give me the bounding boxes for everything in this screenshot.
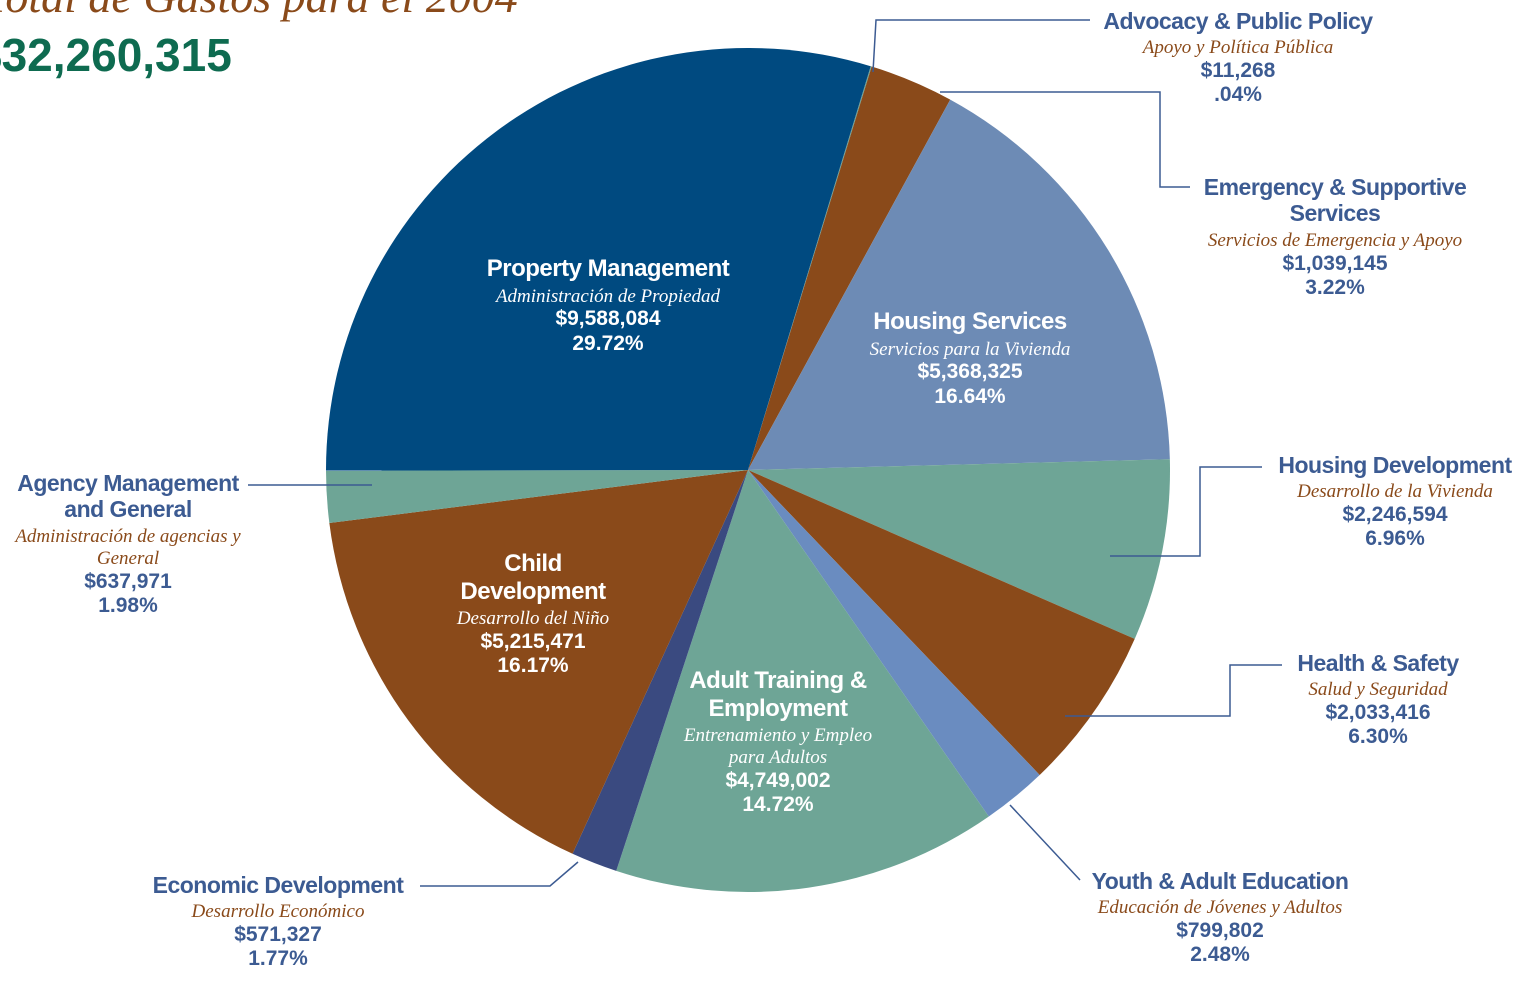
- slice-label: Housing Development Desarrollo de la Vivi…: [1255, 452, 1534, 552]
- category-subtitle: Desarrollo de la Vivienda: [1297, 481, 1493, 503]
- percent-label: 16.64%: [934, 384, 1006, 408]
- pie-slice: [748, 99, 1170, 471]
- amount-label: $799,802: [1176, 919, 1264, 943]
- chart-total: $32,260,315: [0, 29, 232, 81]
- pie-slice: [748, 66, 951, 470]
- amount-label: $2,033,416: [1325, 701, 1431, 725]
- chart-title: Total de Gastos para el 2004: [0, 0, 518, 23]
- category-subtitle: Desarrollo Económico: [191, 901, 365, 923]
- percent-label: 1.98%: [98, 593, 158, 617]
- amount-label: $571,327: [234, 923, 322, 947]
- category-subtitle: Servicios para la Vivienda: [869, 338, 1071, 360]
- slice-label: Property Management Administración de Pro…: [448, 255, 768, 356]
- category-subtitle: Servicios de Emergencia y Apoyo: [1207, 229, 1463, 251]
- pie-slice: [329, 470, 748, 854]
- percent-label: 6.96%: [1365, 527, 1425, 551]
- pie-slice: [748, 470, 1040, 817]
- slice-label: Agency Management and General Administrac…: [3, 470, 253, 618]
- category-subtitle: Apoyo y Política Pública: [1142, 37, 1334, 59]
- pie-slice: [748, 470, 1135, 775]
- percent-label: 16.17%: [497, 654, 569, 678]
- slices: [326, 47, 1170, 893]
- pie-slice: [326, 47, 871, 471]
- pie-slice: [326, 470, 748, 524]
- category-name: Economic Development: [152, 872, 404, 898]
- amount-label: $5,368,325: [917, 360, 1023, 384]
- slice-label: Health & Safety Salud y Seguridad $2,033,4…: [1248, 650, 1508, 750]
- category-name: Youth & Adult Education: [1091, 868, 1349, 894]
- category-name: Child Development: [460, 550, 606, 605]
- amount-label: $5,215,471: [480, 630, 586, 654]
- category-name: Emergency & Supportive Services: [1203, 174, 1467, 227]
- amount-label: $1,039,145: [1282, 251, 1388, 275]
- pie-slice: [748, 459, 1170, 639]
- slice-label: Advocacy & Public Policy Apoyo y Política…: [1088, 8, 1388, 108]
- slice-label: Adult Training & Employment Entrenamiento…: [678, 667, 878, 817]
- category-name: Advocacy & Public Policy: [1103, 8, 1373, 34]
- percent-label: .04%: [1214, 83, 1262, 107]
- percent-label: 2.48%: [1190, 943, 1250, 967]
- slice-label: Housing Services Servicios para la Vivien…: [830, 308, 1110, 409]
- pie-slice: [748, 66, 872, 470]
- category-subtitle: Entrenamiento y Empleo para Adultos: [683, 725, 873, 769]
- leader-line: [940, 91, 1190, 188]
- category-name: Agency Management and General: [17, 470, 239, 523]
- category-name: Housing Development: [1278, 452, 1512, 478]
- amount-label: $11,268: [1200, 59, 1276, 83]
- category-name: Health & Safety: [1297, 650, 1459, 676]
- amount-label: $4,749,002: [725, 768, 831, 792]
- leader-line: [872, 19, 1090, 73]
- leader-line: [1009, 804, 1081, 881]
- percent-label: 14.72%: [742, 793, 814, 817]
- category-subtitle: Salud y Seguridad: [1308, 679, 1448, 701]
- leader-lines: [248, 19, 1282, 887]
- category-subtitle: Administración de Propiedad: [495, 285, 721, 307]
- slice-label: Emergency & Supportive Services Servicios…: [1185, 174, 1485, 300]
- slice-label: Child Development Desarrollo del Niño $5,2…: [433, 550, 633, 678]
- amount-label: $9,588,084: [555, 307, 661, 331]
- percent-label: 1.77%: [248, 947, 308, 971]
- pie-slice: [572, 470, 748, 871]
- slice-label: Youth & Adult Education Educación de Jóve…: [1060, 868, 1380, 968]
- percent-label: 29.72%: [572, 331, 644, 355]
- percent-label: 6.30%: [1348, 725, 1408, 749]
- category-name: Property Management: [486, 255, 730, 282]
- category-name: Housing Services: [873, 308, 1067, 335]
- amount-label: $2,246,594: [1342, 503, 1448, 527]
- category-subtitle: Administración de agencias y General: [15, 525, 241, 569]
- leader-line: [1065, 664, 1282, 717]
- amount-label: $637,971: [84, 569, 172, 593]
- percent-label: 3.22%: [1305, 275, 1365, 299]
- leader-line: [1110, 466, 1262, 557]
- category-subtitle: Desarrollo del Niño: [456, 608, 610, 630]
- category-subtitle: Educación de Jóvenes y Adultos: [1097, 897, 1343, 919]
- pie-slice: [616, 470, 989, 893]
- leader-line: [420, 861, 579, 887]
- category-name: Adult Training & Employment: [689, 667, 867, 722]
- slice-label: Economic Development Desarrollo Económico…: [128, 872, 428, 972]
